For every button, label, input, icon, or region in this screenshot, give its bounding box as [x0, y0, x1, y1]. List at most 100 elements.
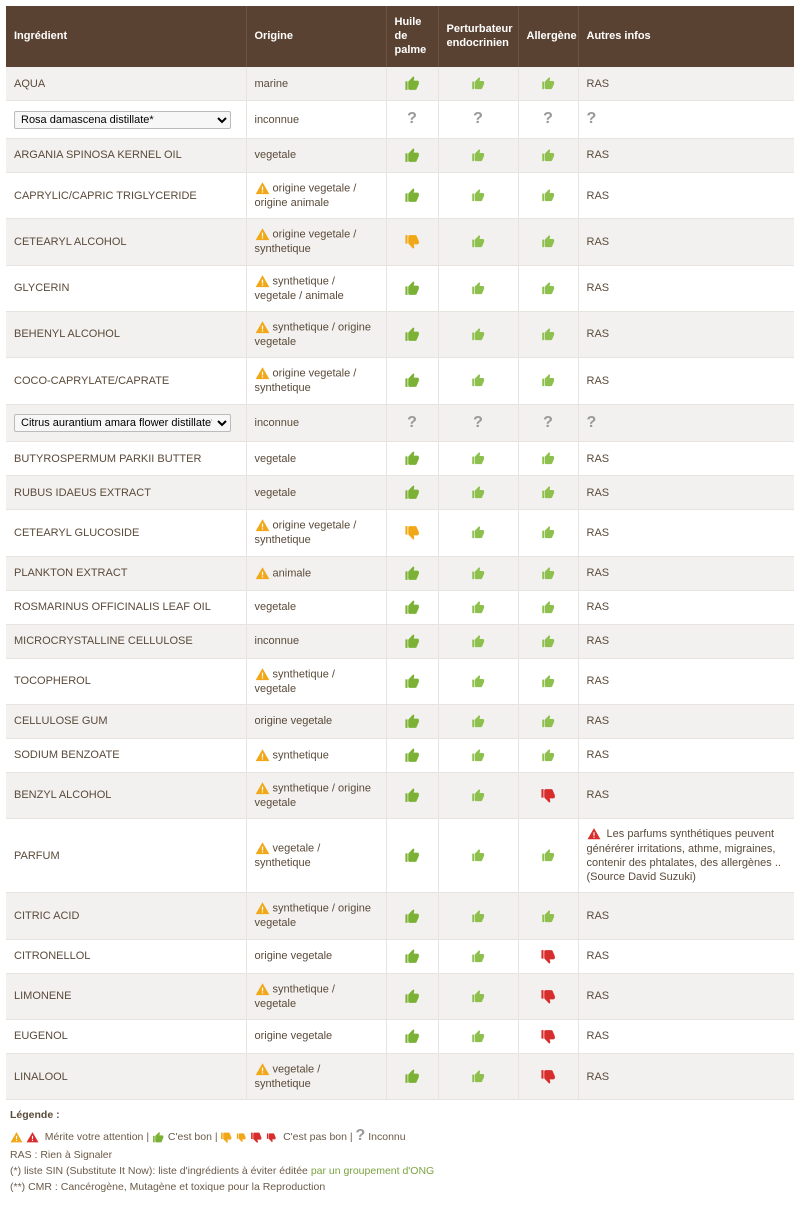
status-hp	[386, 590, 438, 624]
origin-cell: origine vegetale / synthetique	[246, 358, 386, 404]
status-pe	[438, 973, 518, 1019]
origin-cell: animale	[246, 556, 386, 590]
table-header-row: Ingrédient Origine Huile de palme Pertur…	[6, 6, 794, 67]
origin-cell: origine vegetale	[246, 704, 386, 738]
legend-sin-pre: (*) liste SIN (Substitute It Now): liste…	[10, 1165, 311, 1177]
status-hp: ?	[386, 404, 438, 442]
legend-title: Légende :	[10, 1109, 60, 1121]
ingredient-name: SODIUM BENZOATE	[6, 738, 246, 772]
autres-infos: RAS	[578, 1054, 794, 1100]
legend-pasbon: C'est pas bon	[283, 1131, 347, 1143]
status-hp	[386, 893, 438, 939]
ingredient-name: PARFUM	[6, 819, 246, 893]
ingredient-name: BEHENYL ALCOHOL	[6, 311, 246, 357]
origin-cell: vegetale	[246, 590, 386, 624]
origin-cell: vegetale / synthetique	[246, 1054, 386, 1100]
status-al	[518, 590, 578, 624]
table-row: CELLULOSE GUMorigine vegetaleRAS	[6, 704, 794, 738]
ingredient-select[interactable]: Rosa damascena distillate*	[14, 111, 231, 129]
table-row: CETEARYL ALCOHOL origine vegetale / synt…	[6, 219, 794, 265]
autres-infos: RAS	[578, 173, 794, 219]
status-hp: ?	[386, 101, 438, 139]
status-hp	[386, 510, 438, 556]
status-pe	[438, 139, 518, 173]
status-al: ?	[518, 101, 578, 139]
autres-infos: RAS	[578, 556, 794, 590]
status-hp	[386, 939, 438, 973]
table-row: CAPRYLIC/CAPRIC TRIGLYCERIDE origine veg…	[6, 173, 794, 219]
table-row: TOCOPHEROL synthetique / vegetaleRAS	[6, 658, 794, 704]
legend-sin-link[interactable]: par un groupement d'ONG	[311, 1165, 434, 1177]
legend: Légende : Mérite votre attention | C'est…	[6, 1100, 794, 1199]
ingredient-name: ROSMARINUS OFFICINALIS LEAF OIL	[6, 590, 246, 624]
legend-attention: Mérite votre attention	[45, 1131, 144, 1143]
status-pe	[438, 67, 518, 101]
status-pe	[438, 819, 518, 893]
origin-cell: vegetale	[246, 139, 386, 173]
table-row: EUGENOLorigine vegetaleRAS	[6, 1020, 794, 1054]
status-hp	[386, 973, 438, 1019]
status-al	[518, 973, 578, 1019]
origin-cell: origine vegetale	[246, 1020, 386, 1054]
status-al	[518, 658, 578, 704]
origin-cell: vegetale / synthetique	[246, 819, 386, 893]
table-row: COCO-CAPRYLATE/CAPRATE origine vegetale …	[6, 358, 794, 404]
origin-cell: vegetale	[246, 476, 386, 510]
origin-cell: origine vegetale / synthetique	[246, 219, 386, 265]
table-row: ARGANIA SPINOSA KERNEL OILvegetaleRAS	[6, 139, 794, 173]
status-pe	[438, 704, 518, 738]
status-al	[518, 819, 578, 893]
th-origine: Origine	[246, 6, 386, 67]
table-row: RUBUS IDAEUS EXTRACTvegetaleRAS	[6, 476, 794, 510]
table-row: GLYCERIN synthetique / vegetale / animal…	[6, 265, 794, 311]
table-row: BUTYROSPERMUM PARKII BUTTERvegetaleRAS	[6, 442, 794, 476]
ingredient-select[interactable]: Citrus aurantium amara flower distillate…	[14, 414, 231, 432]
table-row: Rosa damascena distillate*inconnue????	[6, 101, 794, 139]
table-row: CETEARYL GLUCOSIDE origine vegetale / sy…	[6, 510, 794, 556]
status-pe: ?	[438, 404, 518, 442]
ingredient-name: GLYCERIN	[6, 265, 246, 311]
status-pe	[438, 476, 518, 510]
status-hp	[386, 556, 438, 590]
ingredient-name: CELLULOSE GUM	[6, 704, 246, 738]
status-pe	[438, 893, 518, 939]
table-row: LINALOOL vegetale / synthetiqueRAS	[6, 1054, 794, 1100]
autres-infos: RAS	[578, 358, 794, 404]
status-hp	[386, 658, 438, 704]
question-icon: ?	[356, 1127, 366, 1144]
origin-cell: synthetique / origine vegetale	[246, 311, 386, 357]
status-al	[518, 173, 578, 219]
status-hp	[386, 311, 438, 357]
autres-infos: RAS	[578, 265, 794, 311]
status-hp	[386, 772, 438, 818]
origin-cell: synthetique / origine vegetale	[246, 772, 386, 818]
th-ingredient: Ingrédient	[6, 6, 246, 67]
ingredient-name: AQUA	[6, 67, 246, 101]
autres-infos: RAS	[578, 1020, 794, 1054]
status-al	[518, 265, 578, 311]
status-pe	[438, 738, 518, 772]
status-hp	[386, 139, 438, 173]
status-pe	[438, 624, 518, 658]
autres-infos: RAS	[578, 772, 794, 818]
status-pe	[438, 311, 518, 357]
ingredient-name: PLANKTON EXTRACT	[6, 556, 246, 590]
origin-cell: origine vegetale / origine animale	[246, 173, 386, 219]
th-autres: Autres infos	[578, 6, 794, 67]
status-hp	[386, 476, 438, 510]
status-pe	[438, 265, 518, 311]
status-hp	[386, 819, 438, 893]
autres-infos: RAS	[578, 67, 794, 101]
origin-cell: origine vegetale / synthetique	[246, 510, 386, 556]
ingredient-name: CETEARYL ALCOHOL	[6, 219, 246, 265]
autres-infos: RAS	[578, 893, 794, 939]
status-hp	[386, 1020, 438, 1054]
status-al	[518, 510, 578, 556]
status-pe	[438, 1054, 518, 1100]
autres-infos: RAS	[578, 442, 794, 476]
status-al	[518, 624, 578, 658]
table-row: ROSMARINUS OFFICINALIS LEAF OILvegetaleR…	[6, 590, 794, 624]
ingredient-name: BUTYROSPERMUM PARKII BUTTER	[6, 442, 246, 476]
status-al	[518, 1054, 578, 1100]
origin-cell: marine	[246, 67, 386, 101]
